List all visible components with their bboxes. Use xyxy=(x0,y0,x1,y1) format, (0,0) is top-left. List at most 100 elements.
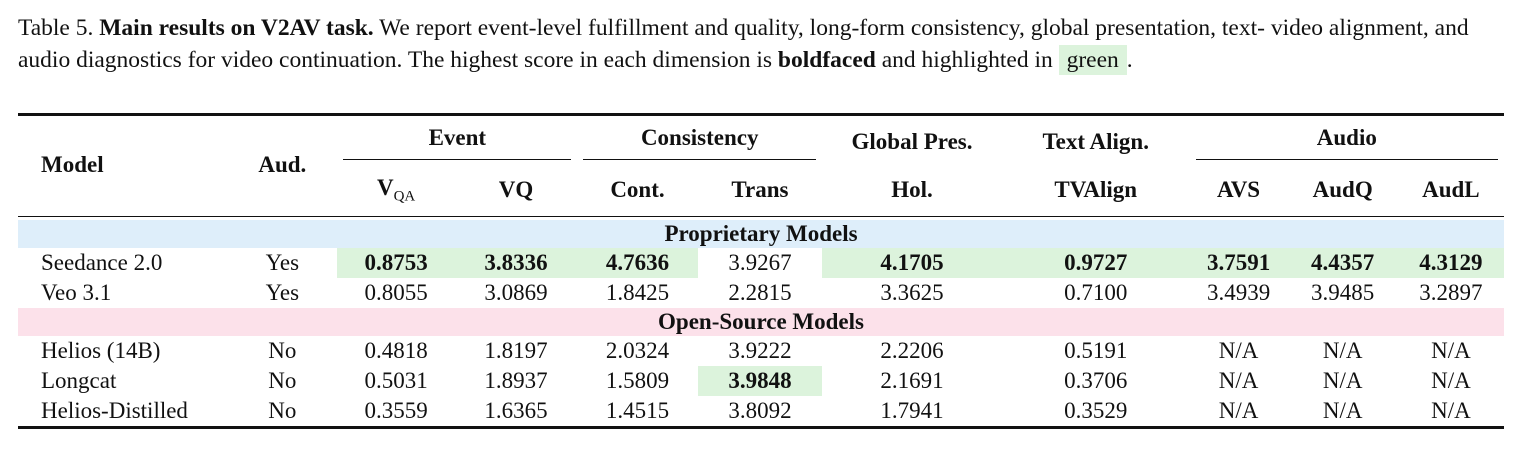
row-model: Veo 3.1 xyxy=(41,280,112,305)
group-consistency-label: Consistency xyxy=(640,125,759,150)
cell-hol: 3.3625 xyxy=(880,280,944,305)
cell-hol: 4.1705 xyxy=(822,248,1002,278)
row-model: Longcat xyxy=(41,368,117,393)
header-col-audl: AudL xyxy=(1422,177,1480,202)
header-col-hol: Hol. xyxy=(891,177,933,202)
header-col-avs: AVS xyxy=(1217,177,1261,202)
cell-avs: N/A xyxy=(1218,368,1259,393)
header-col-trans: Trans xyxy=(731,177,789,202)
cell-vqa: 0.8055 xyxy=(364,280,428,305)
midrule xyxy=(18,213,1504,217)
cell-vq: 3.8336 xyxy=(454,248,578,278)
table-row: Longcat No 0.5031 1.8937 1.5809 3.9848 2… xyxy=(18,366,1504,396)
cell-audl: 4.3129 xyxy=(1397,248,1504,278)
cell-vqa: 0.3559 xyxy=(337,396,455,429)
caption-highlight-word: green xyxy=(1058,45,1127,75)
cell-hol: 1.7941 xyxy=(822,396,1002,429)
row-model: Helios (14B) xyxy=(41,338,161,363)
cell-vqa: 0.4818 xyxy=(364,338,428,363)
cell-vq: 3.0869 xyxy=(484,280,548,305)
cell-audq: 3.9485 xyxy=(1311,280,1375,305)
cell-vqa: 0.8753 xyxy=(337,248,455,278)
cell-audl: N/A xyxy=(1431,338,1471,363)
caption-text-2: and highlighted in xyxy=(875,47,1059,73)
header-group-global-pres: Global Pres. xyxy=(822,115,1002,168)
row-model: Seedance 2.0 xyxy=(41,250,163,275)
table-row: Seedance 2.0 Yes 0.8753 3.8336 4.7636 3.… xyxy=(18,248,1504,278)
cell-audq: 4.4357 xyxy=(1287,248,1398,278)
cell-tvalign: 0.3706 xyxy=(1064,368,1128,393)
cell-audq: N/A xyxy=(1322,368,1363,393)
caption-label: Table 5. xyxy=(18,15,94,41)
cell-tvalign: 0.7100 xyxy=(1064,280,1128,305)
group-text-align-label: Text Align. xyxy=(1042,128,1149,154)
table-row: Helios-Distilled No 0.3559 1.6365 1.4515… xyxy=(18,396,1504,429)
header-col-vq: VQ xyxy=(498,177,534,202)
cell-avs: N/A xyxy=(1218,338,1259,363)
vqa-main: V xyxy=(376,174,394,200)
cell-audl: N/A xyxy=(1397,396,1504,429)
cell-cont: 2.0324 xyxy=(605,338,670,363)
results-table: Model Aud. Event Consistency Global Pres… xyxy=(18,113,1504,429)
cell-vq: 1.8197 xyxy=(484,338,548,363)
cell-vqa: 0.5031 xyxy=(364,368,428,393)
caption-text-1: We report event-level fulfillment and qu… xyxy=(18,15,1469,73)
header-group-text-align: Text Align. xyxy=(1002,115,1190,168)
cell-cont: 1.5809 xyxy=(605,368,670,393)
cell-avs: N/A xyxy=(1189,396,1288,429)
cell-cont: 1.4515 xyxy=(577,396,698,429)
header-row-columns: VQA VQ Cont. Trans Hol. TVAlign AVS AudQ… xyxy=(18,167,1504,213)
cell-vq: 1.6365 xyxy=(454,396,578,429)
header-group-audio: Audio xyxy=(1190,115,1504,168)
vqa-sub: QA xyxy=(393,188,416,205)
group-event-label: Event xyxy=(428,125,487,150)
header-col-cont: Cont. xyxy=(610,177,665,202)
row-aud: No xyxy=(227,396,338,429)
cell-avs: 3.7591 xyxy=(1189,248,1288,278)
cell-trans: 2.2815 xyxy=(728,280,792,305)
cmidrule-audio xyxy=(1195,159,1498,160)
cell-trans: 3.9267 xyxy=(728,250,792,275)
caption-end: . xyxy=(1126,47,1133,73)
cell-trans: 3.8092 xyxy=(697,396,823,429)
section-proprietary-label: Proprietary Models xyxy=(18,220,1504,248)
cell-tvalign: 0.3529 xyxy=(1001,396,1190,429)
header-col-tvalign: TVAlign xyxy=(1054,177,1138,202)
section-open-source-label: Open-Source Models xyxy=(18,308,1504,336)
group-global-pres-label: Global Pres. xyxy=(851,128,973,154)
row-aud: No xyxy=(268,338,297,363)
cmidrule-event xyxy=(343,159,572,160)
header-group-consistency: Consistency xyxy=(577,115,822,168)
table-row: Veo 3.1 Yes 0.8055 3.0869 1.8425 2.2815 … xyxy=(18,278,1504,308)
cell-tvalign: 0.9727 xyxy=(1001,248,1190,278)
row-aud: Yes xyxy=(265,280,300,305)
header-col-audq: AudQ xyxy=(1312,177,1373,202)
header-aud: Aud. xyxy=(258,151,307,177)
cell-cont: 1.8425 xyxy=(605,280,670,305)
row-aud: Yes xyxy=(265,250,300,275)
cmidrule-consistency xyxy=(583,159,817,160)
header-col-vqa: VQA xyxy=(337,167,454,213)
caption-bold-word: boldfaced xyxy=(777,47,876,73)
cell-hol: 2.2206 xyxy=(880,338,944,363)
header-model: Model xyxy=(41,151,104,177)
caption-title: Main results on V2AV task. xyxy=(99,15,374,41)
section-open-source: Open-Source Models xyxy=(18,308,1504,336)
header-group-event: Event xyxy=(337,115,577,168)
table-caption: Table 5. Main results on V2AV task. We r… xyxy=(18,12,1510,76)
cell-audl: 3.2897 xyxy=(1419,280,1483,305)
row-model: Helios-Distilled xyxy=(18,396,228,429)
cell-trans: 3.9848 xyxy=(697,366,823,396)
table-row: Helios (14B) No 0.4818 1.8197 2.0324 3.9… xyxy=(18,336,1504,366)
cell-vq: 1.8937 xyxy=(484,368,548,393)
section-proprietary: Proprietary Models xyxy=(18,220,1504,248)
cell-hol: 2.1691 xyxy=(880,368,944,393)
cell-audq: N/A xyxy=(1287,396,1398,429)
cell-audl: N/A xyxy=(1431,368,1471,393)
row-aud: No xyxy=(268,368,297,393)
group-audio-label: Audio xyxy=(1316,125,1377,150)
cell-cont: 4.7636 xyxy=(577,248,698,278)
header-row-groups: Model Aud. Event Consistency Global Pres… xyxy=(18,114,1504,177)
cell-avs: 3.4939 xyxy=(1206,280,1271,305)
cell-tvalign: 0.5191 xyxy=(1064,338,1128,363)
